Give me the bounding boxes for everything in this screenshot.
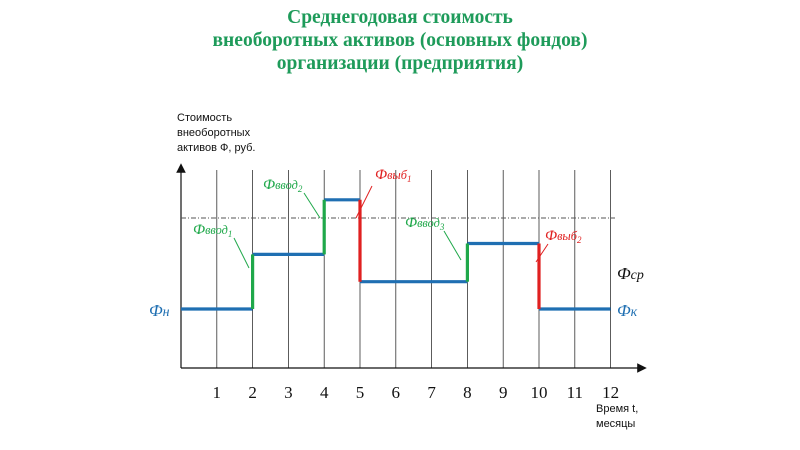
y-axis-label-line-1: Стоимость [177,112,233,124]
label-in2-base: Ф [263,177,275,193]
x-tick-label-4: 4 [320,383,329,402]
x-tick-label-11: 11 [567,383,583,402]
label-in2-index: 2 [298,184,303,194]
label-out2-base: Ф [545,228,557,244]
label-end: Фк [617,301,638,320]
x-tick-label-5: 5 [356,383,365,402]
y-axis-label-line-2: внеоборотных [177,127,251,139]
label-out2-sub: выб [557,229,578,243]
label-end-sub: к [631,305,638,320]
label-in3-index: 3 [439,222,445,232]
label-in1-base: Ф [193,222,205,238]
leader-out1 [355,185,373,219]
x-tick-label-7: 7 [427,383,436,402]
title-line-2: внеоборотных активов (основных фондов) [212,30,588,51]
leader-in3 [443,230,462,261]
label-out2: Фвыб2 [545,228,582,245]
label-in2: Фввод2 [263,177,303,194]
label-average: Фср [617,264,644,283]
x-tick-label-1: 1 [213,383,222,402]
leader-in2 [303,192,321,219]
x-tick-label-9: 9 [499,383,508,402]
label-out1: Фвыб1 [375,167,411,184]
label-start-base: Ф [149,301,163,320]
label-in1-sub: ввод [205,223,228,237]
x-axis-label-line-1: Время t, [596,403,639,415]
label-start-sub: н [163,305,170,320]
label-average-sub: ср [631,268,644,283]
label-in2-sub: ввод [275,178,298,192]
label-in1-index: 1 [228,229,233,239]
leader-out2 [535,243,549,263]
label-start: Фн [149,301,170,320]
label-in3: Фввод3 [405,215,445,232]
x-tick-label-10: 10 [531,383,548,402]
label-end-base: Ф [617,301,631,320]
label-out2-index: 2 [577,235,582,245]
title-line-1: Среднегодовая стоимость [287,7,513,28]
label-out1-base: Ф [375,167,387,183]
chart-title: Среднегодовая стоимость внеоборотных акт… [0,6,800,75]
y-axis-label: Стоимость внеоборотных активов Ф, руб. [177,111,255,156]
label-in3-sub: ввод [417,216,440,230]
x-tick-label-12: 12 [602,383,619,402]
x-tick-label-2: 2 [248,383,257,402]
label-in3-base: Ф [405,215,417,231]
label-out1-sub: выб [387,168,408,182]
y-axis-label-line-3: активов Ф, руб. [177,142,256,154]
label-out1-index: 1 [407,174,412,184]
label-in1: Фввод1 [193,222,232,239]
title-line-3: организации (предприятия) [276,53,524,74]
leader-in1 [233,237,250,269]
x-tick-label-8: 8 [463,383,472,402]
x-axis-label: Время t, месяцы [596,402,638,432]
x-tick-label-6: 6 [392,383,401,402]
x-axis-label-line-2: месяцы [596,418,636,430]
label-average-base: Ф [617,264,631,283]
x-tick-label-3: 3 [284,383,293,402]
